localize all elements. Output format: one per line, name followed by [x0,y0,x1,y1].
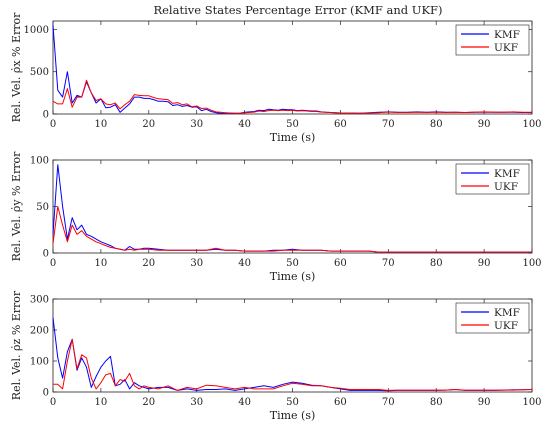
x-axis-label: Time (s) [270,270,316,283]
x-tick-label: 30 [190,397,203,408]
x-tick-label: 20 [142,397,155,408]
x-tick-label: 80 [430,258,443,269]
y-tick-label: 500 [30,67,49,78]
y-tick-label: 50 [36,202,49,213]
legend-label-kmf: KMF [494,168,520,180]
x-tick-label: 60 [334,119,347,130]
legend-box [455,302,530,334]
x-tick-label: 30 [190,258,203,269]
x-tick-label: 10 [95,119,108,130]
x-tick-label: 20 [142,119,155,130]
x-tick-label: 0 [50,258,56,269]
x-tick-label: 10 [95,258,108,269]
y-tick-label: 0 [43,388,49,399]
x-tick-label: 70 [382,258,395,269]
x-tick-label: 90 [478,258,491,269]
x-tick-label: 70 [382,119,395,130]
x-tick-label: 90 [478,397,491,408]
x-tick-label: 100 [522,258,541,269]
x-tick-label: 70 [382,397,395,408]
x-tick-label: 40 [238,258,251,269]
subplot-2: 0 10 20 30 40 50 60 70 80 90 100 0 50 100 Time (s) Rel.… [10,151,542,283]
x-tick-label: 20 [142,258,155,269]
x-tick-label: 0 [50,397,56,408]
x-tick-label: 60 [334,258,347,269]
chart-title: Relative States Percentage Error (KMF an… [153,3,442,17]
legend-label-ukf: UKF [494,181,518,193]
y-tick-label: 0 [43,249,49,260]
x-tick-label: 80 [430,119,443,130]
x-axis-label: Time (s) [270,409,316,422]
legend-label-ukf: UKF [494,42,518,54]
legend-box [455,163,530,195]
x-tick-label: 0 [50,119,56,130]
x-tick-label: 50 [286,397,299,408]
x-tick-label: 100 [522,119,541,130]
x-tick-label: 50 [286,119,299,130]
x-tick-label: 80 [430,397,443,408]
y-axis-label: Rel. Vel. ρ̇y % Error [10,151,23,262]
series-line-ukf [53,338,533,391]
y-tick-label: 300 [30,295,49,306]
subplot-3: 0 10 20 30 40 50 60 70 80 90 100 0 100 200 300 Time (s)… [10,290,542,422]
y-tick-label: 100 [30,156,49,167]
legend-box [455,24,530,56]
y-tick-label: 200 [30,326,49,337]
x-tick-label: 60 [334,397,347,408]
legend-label-ukf: UKF [494,320,518,332]
x-tick-label: 40 [238,397,251,408]
y-axis-label: Rel. Vel. ρ̇z % Error [10,290,23,400]
x-tick-label: 50 [286,258,299,269]
series-line-ukf [52,79,532,114]
series-line-ukf [52,206,532,253]
x-tick-label: 90 [478,119,491,130]
x-axis-label: Time (s) [270,131,316,144]
x-tick-label: 10 [95,397,108,408]
y-tick-label: 1000 [24,25,49,36]
legend-label-kmf: KMF [494,29,520,41]
y-tick-label: 0 [43,110,49,121]
y-axis-label: Rel. Vel. ρ̇x % Error [10,12,23,123]
legend-label-kmf: KMF [494,307,520,319]
y-tick-label: 100 [30,357,49,368]
x-tick-label: 40 [238,119,251,130]
x-tick-label: 30 [190,119,203,130]
x-tick-label: 100 [522,397,541,408]
